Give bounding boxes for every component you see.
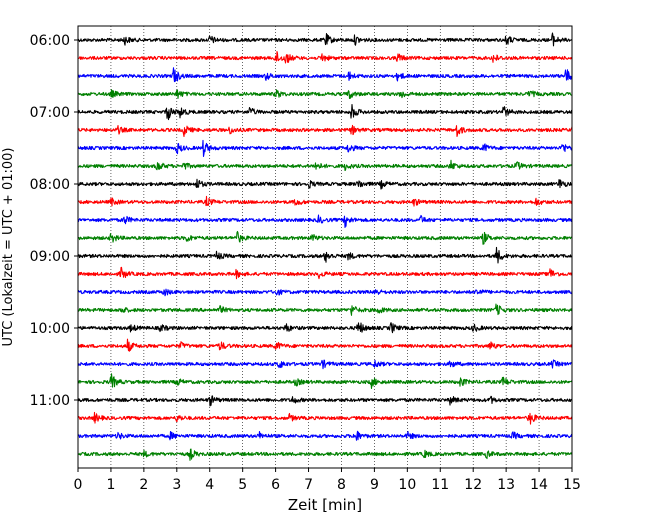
trace-0945 [77, 303, 573, 316]
x-tick-label: 6 [271, 477, 280, 493]
trace-1100 [77, 395, 573, 407]
x-tick-label: 15 [563, 477, 581, 493]
trace-0700 [77, 103, 573, 121]
trace-1115 [77, 411, 573, 425]
x-tick-label: 8 [337, 477, 346, 493]
trace-0645 [77, 89, 573, 100]
x-tick-label: 13 [497, 477, 515, 493]
trace-0630 [77, 67, 573, 83]
x-tick-label: 9 [370, 477, 379, 493]
plot-frame [77, 25, 573, 469]
trace-0830 [77, 214, 573, 229]
x-tick-label: 14 [530, 477, 548, 493]
seismic-traces [77, 32, 573, 461]
trace-0615 [77, 51, 573, 64]
x-tick-label: 4 [205, 477, 214, 493]
y-axis-ticks: 06:00 07:00 08:00 09:00 10:00 11:00 [30, 33, 78, 409]
x-tick-label: 2 [139, 477, 148, 493]
trace-1045 [77, 373, 573, 390]
trace-0845 [77, 230, 573, 245]
x-tick-label: 12 [464, 477, 482, 493]
trace-0930 [77, 288, 573, 297]
trace-1000 [77, 322, 573, 334]
trace-1030 [77, 359, 573, 370]
y-tick-label: 11:00 [30, 393, 70, 409]
trace-0815 [77, 195, 573, 207]
trace-1015 [77, 338, 573, 352]
trace-0800 [77, 178, 573, 190]
trace-0745 [77, 159, 573, 171]
trace-0600 [77, 32, 573, 47]
x-tick-label: 10 [398, 477, 416, 493]
trace-0715 [77, 124, 573, 138]
y-tick-label: 08:00 [30, 177, 70, 193]
trace-0915 [77, 266, 573, 280]
y-tick-label: 09:00 [30, 249, 70, 265]
x-tick-label: 1 [106, 477, 115, 493]
x-axis-label: Zeit [min] [288, 496, 362, 514]
y-tick-label: 10:00 [30, 321, 70, 337]
x-axis-ticks: 0 1 2 3 4 5 6 7 8 9 10 11 12 13 14 15 [74, 468, 581, 493]
trace-0900 [77, 246, 573, 264]
x-tick-label: 7 [304, 477, 313, 493]
x-tick-label: 3 [172, 477, 181, 493]
y-axis-label: UTC (Lokalzeit = UTC + 01:00) [1, 148, 16, 347]
trace-1145 [77, 448, 573, 461]
trace-1130 [77, 430, 573, 441]
trace-0730 [77, 139, 573, 158]
x-tick-label: 0 [74, 477, 83, 493]
y-tick-label: 06:00 [30, 33, 70, 49]
x-tick-label: 11 [431, 477, 449, 493]
x-tick-label: 5 [238, 477, 247, 493]
y-tick-label: 07:00 [30, 105, 70, 121]
